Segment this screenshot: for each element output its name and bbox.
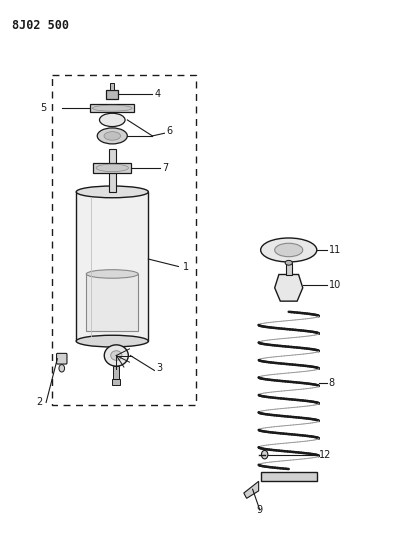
Bar — [86, 274, 138, 330]
Bar — [52, 75, 196, 405]
Bar — [113, 366, 119, 379]
FancyBboxPatch shape — [57, 353, 67, 364]
Ellipse shape — [97, 128, 128, 144]
Bar — [106, 90, 118, 99]
Text: 10: 10 — [329, 280, 341, 290]
Text: 2: 2 — [36, 398, 43, 407]
Text: 4: 4 — [154, 90, 160, 99]
Bar — [286, 263, 292, 275]
Ellipse shape — [92, 105, 132, 111]
Text: 11: 11 — [329, 245, 341, 255]
Text: 9: 9 — [257, 505, 263, 515]
Ellipse shape — [96, 164, 128, 172]
Polygon shape — [244, 481, 259, 498]
Ellipse shape — [76, 335, 148, 347]
Text: 5: 5 — [40, 103, 47, 113]
Ellipse shape — [104, 345, 128, 366]
Text: 12: 12 — [319, 450, 331, 459]
Bar — [110, 83, 114, 90]
Ellipse shape — [104, 132, 121, 140]
Bar — [76, 192, 148, 341]
Bar — [261, 472, 317, 481]
Ellipse shape — [76, 186, 148, 198]
Text: 1: 1 — [182, 262, 188, 271]
Bar — [93, 163, 132, 173]
Ellipse shape — [86, 270, 138, 278]
Ellipse shape — [275, 243, 303, 257]
Circle shape — [59, 365, 65, 372]
Ellipse shape — [285, 260, 292, 265]
Text: 6: 6 — [166, 126, 172, 135]
Text: 8: 8 — [329, 377, 335, 387]
Text: 3: 3 — [156, 363, 162, 373]
Text: 7: 7 — [162, 163, 169, 173]
Bar — [109, 149, 116, 192]
Bar — [90, 104, 134, 112]
Text: 8J02 500: 8J02 500 — [12, 19, 69, 31]
Bar — [112, 379, 120, 385]
Ellipse shape — [261, 238, 317, 262]
Polygon shape — [275, 274, 303, 301]
Circle shape — [261, 450, 268, 459]
Ellipse shape — [111, 351, 122, 360]
Ellipse shape — [99, 114, 125, 127]
